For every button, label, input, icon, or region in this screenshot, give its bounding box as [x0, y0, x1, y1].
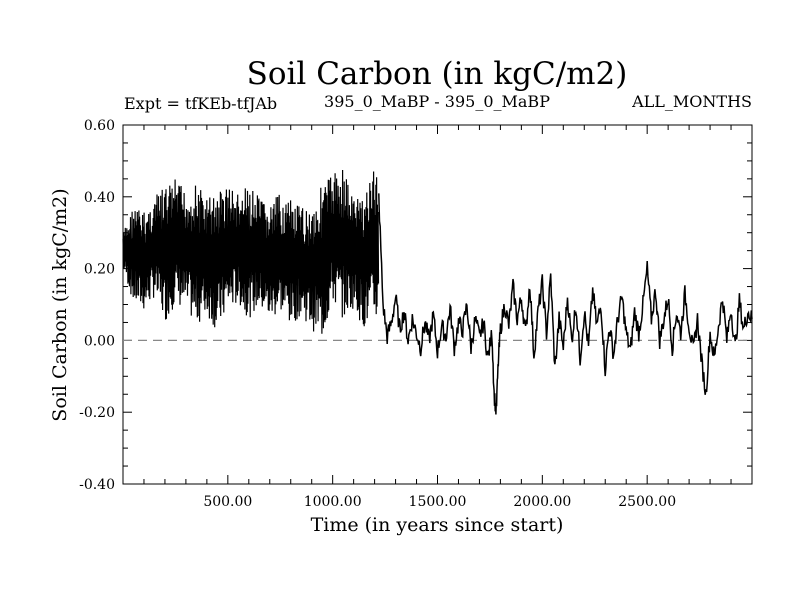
chart-subtitle-center: 395_0_MaBP - 395_0_MaBP: [324, 92, 550, 111]
x-tick-label: 1000.00: [304, 494, 362, 510]
x-tick-label: 1500.00: [409, 494, 467, 510]
chart-title: Soil Carbon (in kgC/m2): [247, 56, 628, 92]
x-tick-label: 2000.00: [513, 494, 571, 510]
series-line-low-variance: [378, 193, 753, 415]
y-tick-label: -0.40: [79, 477, 115, 493]
y-tick-label: 0.60: [84, 118, 115, 134]
series-line-high-variance: [122, 169, 380, 334]
chart-subtitle-right: ALL_MONTHS: [631, 92, 752, 111]
x-tick-label: 2500.00: [618, 494, 676, 510]
chart-subtitle-left: Expt = tfKEb-tfJAb: [124, 94, 277, 113]
y-axis-ticks: -0.40 -0.20 0.00 0.20 0.40 0.60: [79, 118, 115, 493]
y-tick-label: 0.00: [84, 333, 115, 349]
y-tick-label: -0.20: [79, 405, 115, 421]
y-tick-label: 0.20: [84, 262, 115, 278]
x-axis-ticks: 500.00 1000.00 1500.00 2000.00 2500.00: [203, 494, 676, 510]
x-axis-label: Time (in years since start): [311, 514, 564, 536]
series-group: [122, 169, 753, 415]
y-axis-label: Soil Carbon (in kgC/m2): [49, 188, 71, 421]
x-tick-label: 500.00: [203, 494, 252, 510]
y-tick-label: 0.40: [84, 190, 115, 206]
